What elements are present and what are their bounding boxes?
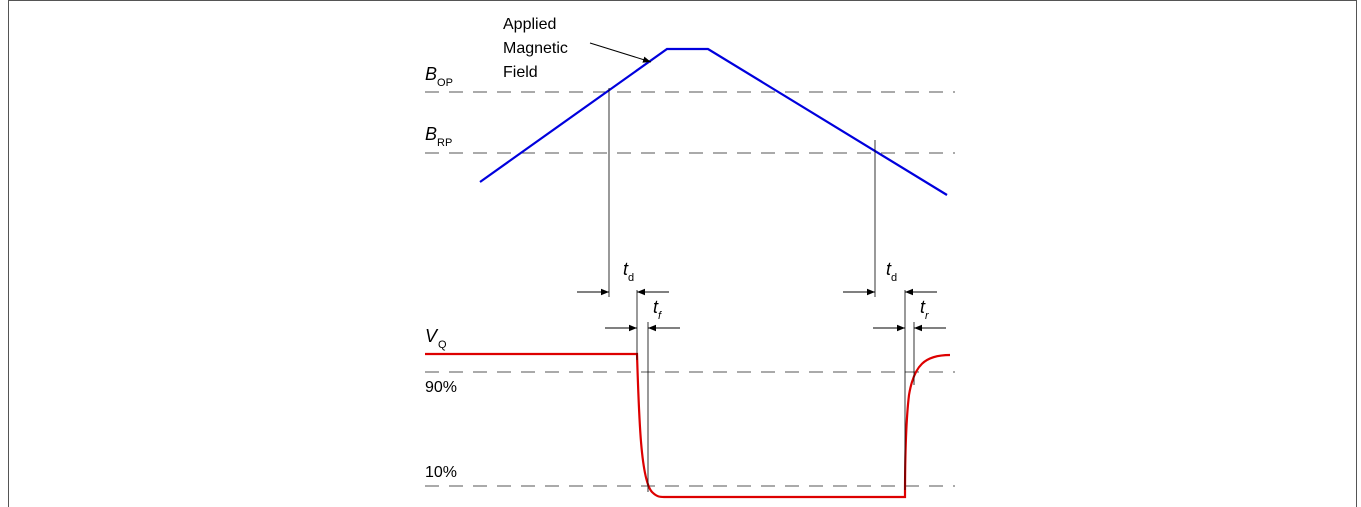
level-90-label: 90% [425,379,457,396]
field-label-line1: Applied [503,16,556,33]
vq-label: VQ [425,326,447,351]
field-label-line2: Magnetic [503,40,568,57]
output-voltage-curve [425,352,951,499]
field-label-leader [589,42,652,63]
tf-label: tf [653,297,662,322]
field-label-line3: Field [503,64,538,81]
td-right-label: td [886,259,897,284]
bop-label: BOP [425,64,453,89]
level-10-label: 10% [425,464,457,481]
td-left-label: td [623,259,634,284]
magnetic-field-curve [479,47,948,196]
diagram-frame [8,0,1357,507]
brp-label: BRP [425,124,452,149]
tr-label: tr [920,297,930,322]
